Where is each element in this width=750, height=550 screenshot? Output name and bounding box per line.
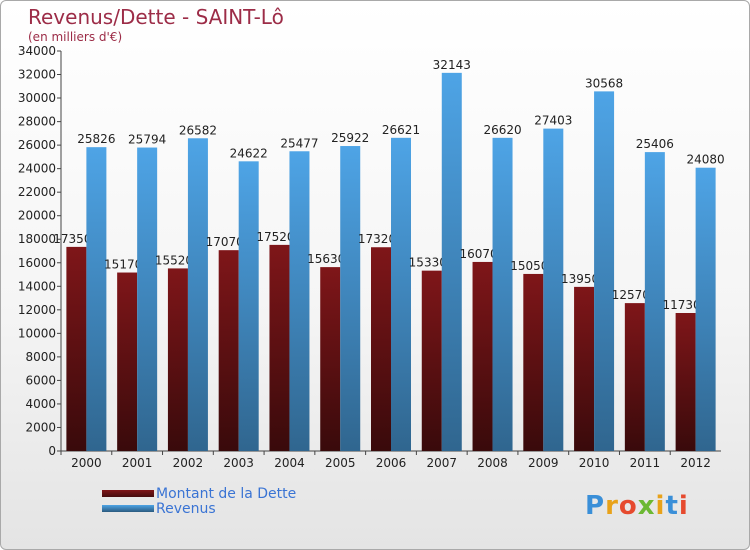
- bar-dette: [421, 270, 442, 451]
- y-tick-label: 6000: [25, 373, 56, 387]
- y-tick-label: 26000: [18, 138, 56, 152]
- bar-revenus: [594, 91, 615, 452]
- data-label-dette: 17070: [206, 235, 244, 249]
- bar-dette: [472, 261, 493, 451]
- data-label-dette: 15630: [307, 252, 345, 266]
- data-label-revenus: 27403: [534, 114, 572, 128]
- data-label-revenus: 24080: [687, 153, 725, 167]
- logo-letter: r: [605, 491, 619, 521]
- data-label-revenus: 26621: [382, 123, 420, 137]
- y-tick-label: 12000: [18, 303, 56, 317]
- data-label-revenus: 30568: [585, 76, 623, 90]
- y-tick-label: 16000: [18, 256, 56, 270]
- legend-swatch-revenus: [102, 505, 154, 512]
- bar-dette: [523, 273, 544, 451]
- data-label-dette: 13950: [561, 272, 599, 286]
- x-tick-label: 2012: [680, 456, 711, 470]
- bar-revenus: [137, 147, 158, 451]
- x-tick-label: 2009: [528, 456, 559, 470]
- legend-label-revenus: Revenus: [156, 501, 216, 517]
- bar-dette: [320, 267, 341, 451]
- data-label-dette: 12570: [612, 288, 650, 302]
- x-tick-label: 2008: [477, 456, 508, 470]
- bar-dette: [574, 286, 595, 451]
- bar-dette: [66, 246, 87, 451]
- bar-dette: [117, 272, 138, 451]
- bar-revenus: [695, 167, 716, 452]
- data-label-dette: 15170: [104, 258, 142, 272]
- bar-dette: [167, 268, 188, 451]
- bar-revenus: [391, 137, 411, 451]
- y-tick-label: 20000: [18, 209, 56, 223]
- bar-revenus: [543, 128, 564, 451]
- y-tick-label: 18000: [18, 232, 56, 246]
- x-tick-label: 2007: [426, 456, 457, 470]
- bar-dette: [269, 244, 290, 451]
- logo-letter: P: [585, 491, 606, 521]
- x-tick-label: 2011: [630, 456, 661, 470]
- data-label-revenus: 25406: [636, 137, 674, 151]
- y-tick-label: 32000: [18, 68, 56, 82]
- x-tick-label: 2005: [325, 456, 356, 470]
- data-label-revenus: 26620: [483, 123, 521, 137]
- chart-subtitle: (en milliers d'€): [28, 30, 123, 44]
- bar-dette: [371, 247, 391, 451]
- chart-title: Revenus/Dette - SAINT-Lô: [28, 5, 284, 29]
- data-label-dette: 17350: [53, 232, 91, 246]
- data-label-dette: 15330: [409, 256, 447, 270]
- y-tick-label: 22000: [18, 185, 56, 199]
- x-tick-label: 2000: [71, 456, 102, 470]
- logo-letter: x: [637, 491, 656, 521]
- bar-dette: [624, 303, 645, 451]
- bar-revenus: [644, 152, 665, 451]
- data-label-dette: 15050: [510, 259, 548, 273]
- y-tick-label: 4000: [25, 397, 56, 411]
- proxiti-logo: Proxiti: [585, 491, 689, 521]
- data-label-revenus: 26582: [179, 123, 217, 137]
- y-tick-label: 30000: [18, 91, 56, 105]
- y-tick-label: 2000: [25, 420, 56, 434]
- data-label-revenus: 25794: [128, 133, 166, 147]
- data-label-revenus: 25826: [77, 132, 115, 146]
- data-label-dette: 17320: [358, 232, 396, 246]
- logo-letter: t: [665, 491, 679, 521]
- bar-revenus: [340, 146, 361, 452]
- bar-revenus: [492, 137, 513, 451]
- data-label-revenus: 24622: [230, 146, 268, 160]
- logo-letter: i: [678, 491, 689, 521]
- bar-revenus: [238, 161, 259, 451]
- data-label-revenus: 32143: [433, 58, 471, 72]
- bar-revenus: [289, 151, 310, 452]
- bar-dette: [218, 250, 239, 451]
- x-tick-label: 2004: [274, 456, 305, 470]
- x-tick-label: 2010: [579, 456, 610, 470]
- x-tick-label: 2003: [223, 456, 254, 470]
- bar-revenus: [441, 72, 462, 452]
- data-label-dette: 16070: [459, 247, 497, 261]
- bar-dette: [675, 313, 696, 451]
- x-tick-label: 2006: [376, 456, 407, 470]
- data-label-dette: 11730: [663, 298, 701, 312]
- y-tick-label: 0: [48, 444, 56, 458]
- y-tick-label: 34000: [18, 44, 56, 58]
- y-tick-label: 10000: [18, 326, 56, 340]
- data-label-revenus: 25922: [331, 131, 369, 145]
- y-tick-label: 28000: [18, 115, 56, 129]
- x-tick-label: 2001: [122, 456, 153, 470]
- legend-swatch-dette: [102, 490, 154, 497]
- y-tick-label: 24000: [18, 162, 56, 176]
- y-tick-label: 8000: [25, 350, 56, 364]
- y-tick-label: 14000: [18, 279, 56, 293]
- bar-revenus: [86, 147, 107, 451]
- data-label-revenus: 25477: [280, 136, 318, 150]
- x-tick-label: 2002: [173, 456, 204, 470]
- logo-letter: o: [618, 491, 638, 521]
- data-label-dette: 17520: [256, 230, 294, 244]
- logo-letter: i: [655, 491, 666, 521]
- legend-label-dette: Montant de la Dette: [156, 486, 297, 502]
- data-label-dette: 15520: [155, 253, 193, 267]
- bar-revenus: [187, 138, 208, 452]
